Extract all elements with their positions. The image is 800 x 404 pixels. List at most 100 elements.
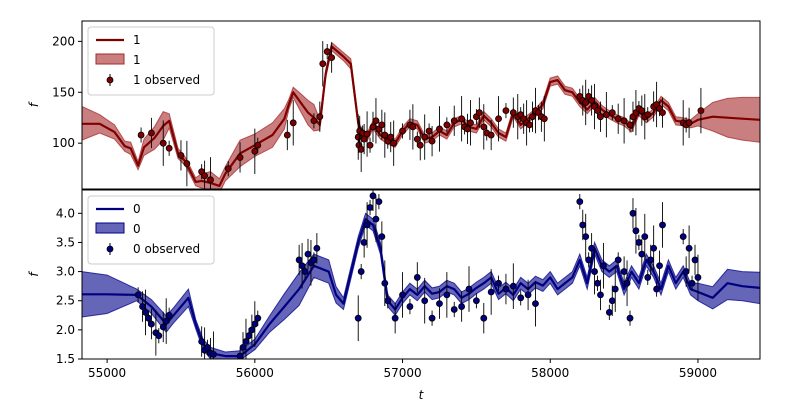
observed-point <box>620 268 628 275</box>
observed-point <box>653 285 661 293</box>
observed-point <box>465 285 473 293</box>
y-tick-label: 100 <box>52 136 75 150</box>
legend-box <box>87 195 215 265</box>
observed-point <box>148 320 155 328</box>
observed-point <box>443 291 451 299</box>
observed-point <box>298 262 306 270</box>
observed-point <box>369 123 377 131</box>
observed-point <box>381 131 389 139</box>
observed-point <box>310 256 318 264</box>
observed-point <box>177 151 185 159</box>
observed-point <box>366 141 374 149</box>
observed-point <box>409 123 417 131</box>
observed-point <box>436 300 443 308</box>
observed-point <box>697 107 705 114</box>
y-tick-label: 200 <box>52 34 75 48</box>
observed-point <box>605 308 613 316</box>
observed-point <box>629 209 637 217</box>
observed-point <box>591 268 598 275</box>
observed-point <box>387 133 395 141</box>
observed-point <box>694 274 702 281</box>
observed-point <box>509 282 517 290</box>
observed-point <box>354 314 362 322</box>
observed-point <box>204 343 211 351</box>
observed-point <box>532 300 539 308</box>
x-tick-label: 59000 <box>679 366 717 380</box>
observed-point <box>357 145 365 153</box>
observed-point <box>641 233 649 241</box>
observed-point <box>425 127 433 135</box>
observed-point <box>502 107 510 114</box>
observed-point <box>210 350 217 358</box>
observed-point <box>594 107 601 114</box>
observed-point <box>139 303 146 310</box>
observed-point <box>685 244 693 252</box>
observed-point <box>369 192 377 200</box>
observed-point <box>162 317 170 325</box>
observed-point <box>148 129 155 137</box>
observed-point <box>137 131 145 139</box>
observed-point <box>384 297 392 305</box>
observed-point <box>159 323 167 331</box>
x-tick-label: 56000 <box>236 366 274 380</box>
observed-point <box>198 338 206 345</box>
observed-point <box>597 113 604 121</box>
observed-point <box>475 109 483 117</box>
observed-point <box>524 291 532 299</box>
observed-point <box>254 141 262 149</box>
observed-point <box>165 311 173 319</box>
observed-point <box>495 115 502 123</box>
observed-point <box>509 109 517 117</box>
observed-point <box>614 256 622 264</box>
observed-point <box>487 131 495 139</box>
observed-point <box>236 352 244 359</box>
observed-point <box>576 198 584 206</box>
observed-point <box>378 233 386 241</box>
observed-point <box>251 320 259 328</box>
observed-point <box>323 48 331 55</box>
observed-point <box>626 121 634 129</box>
observed-point <box>659 109 666 117</box>
legend-point-swatch <box>106 245 114 253</box>
observed-point <box>582 233 590 241</box>
observed-point <box>602 111 610 119</box>
observed-point <box>236 154 244 161</box>
axes-frame <box>81 20 761 190</box>
observed-point <box>688 279 696 287</box>
legend-label: 0 <box>133 202 141 216</box>
observed-point <box>328 54 336 62</box>
x-tick-label: 55000 <box>88 366 126 380</box>
observed-point <box>416 141 424 149</box>
observed-point <box>165 144 173 152</box>
observed-point <box>421 133 429 141</box>
observed-point <box>155 332 163 340</box>
observed-point <box>443 121 451 129</box>
observed-point <box>614 115 622 123</box>
observed-point <box>638 107 646 114</box>
observed-point <box>517 294 525 302</box>
observed-point <box>378 121 386 129</box>
observed-point <box>248 326 256 334</box>
observed-point <box>685 119 693 127</box>
observed-point <box>372 117 380 125</box>
observed-point <box>540 115 548 123</box>
observed-point <box>360 239 368 246</box>
observed-point <box>251 147 259 155</box>
y-tick-label: 3.0 <box>56 265 75 279</box>
observed-point <box>608 297 616 305</box>
plot-area <box>82 190 760 359</box>
observed-point <box>316 113 324 121</box>
observed-point <box>399 127 406 135</box>
observed-point <box>659 221 666 229</box>
observed-point <box>458 115 466 123</box>
y-tick-label: 150 <box>52 85 75 99</box>
observed-point <box>428 137 436 145</box>
observed-point <box>391 314 399 322</box>
observed-point <box>464 125 471 133</box>
observed-point <box>594 279 601 287</box>
observed-point <box>413 274 421 281</box>
observed-point <box>467 119 474 127</box>
observed-point <box>620 117 628 125</box>
y-tick-label: 2.5 <box>56 294 75 308</box>
